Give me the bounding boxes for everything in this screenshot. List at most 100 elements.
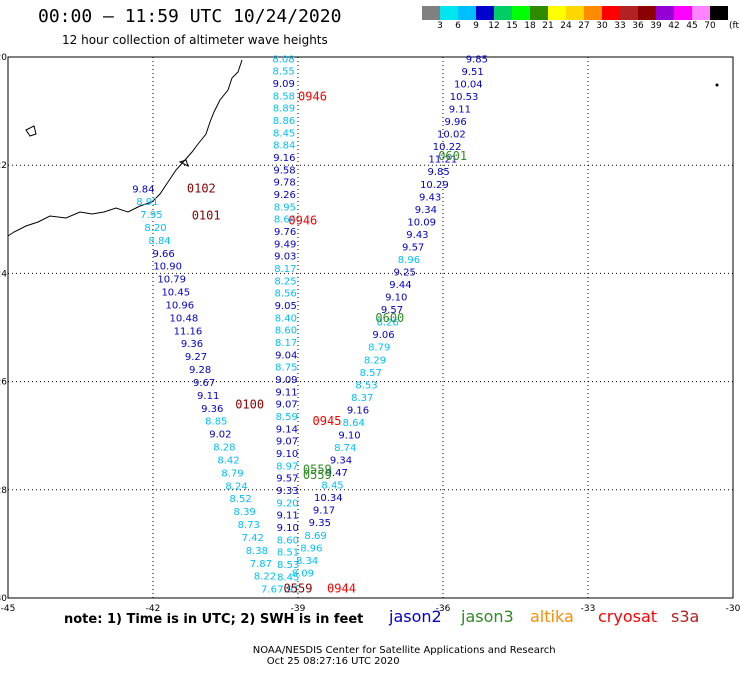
swh-value-label: 9.34 bbox=[330, 456, 352, 467]
swh-value-label: 9.10 bbox=[385, 293, 407, 304]
swh-value-label: 7.91 bbox=[277, 585, 299, 596]
color-scale-tick-label: 33 bbox=[614, 21, 626, 31]
swh-value-label: 8.97 bbox=[276, 461, 298, 472]
swh-value-label: 9.57 bbox=[381, 305, 403, 316]
swh-value-label: 9.43 bbox=[419, 192, 441, 203]
swh-value-label: 8.28 bbox=[213, 443, 235, 454]
swh-value-label: 9.05 bbox=[275, 301, 297, 312]
plot-frame bbox=[7, 56, 734, 599]
altimeter-chart-page: 00:00 – 11:59 UTC 10/24/2020 12 hour col… bbox=[0, 6, 740, 667]
pass-time-label: 0559 bbox=[303, 463, 332, 477]
swh-value-label: 9.58 bbox=[273, 165, 295, 176]
swh-value-label: 9.16 bbox=[273, 153, 295, 164]
pass-time-label: 0102 bbox=[187, 181, 216, 195]
swh-value-label: 9.09 bbox=[275, 375, 297, 386]
swh-value-label: 9.57 bbox=[276, 474, 298, 485]
swh-value-label: 8.08 bbox=[272, 54, 294, 65]
swh-value-label: 9.85 bbox=[428, 167, 450, 178]
color-scale-cell bbox=[638, 6, 656, 20]
swh-value-label: 8.52 bbox=[229, 494, 251, 505]
swh-value-label: 9.78 bbox=[273, 178, 295, 189]
color-scale-tick-label: 36 bbox=[632, 21, 644, 31]
swh-value-label: 11.21 bbox=[429, 155, 458, 166]
swh-value-label: 10.96 bbox=[165, 300, 194, 311]
swh-value-label: 9.11 bbox=[449, 105, 471, 116]
swh-value-label: 8.25 bbox=[274, 276, 296, 287]
swh-value-label: 8.17 bbox=[275, 338, 297, 349]
island-outline bbox=[25, 125, 37, 137]
island-dot bbox=[715, 83, 719, 87]
swh-value-label: 8.60 bbox=[275, 326, 297, 337]
swh-value-label: 7.42 bbox=[242, 533, 264, 544]
color-scale-tick-label: 70 bbox=[704, 21, 716, 31]
color-scale-cell bbox=[548, 6, 566, 20]
swh-value-label: 9.36 bbox=[181, 339, 203, 350]
swh-value-label: 10.22 bbox=[433, 142, 462, 153]
footer-credit: NOAA/NESDIS Center for Satellite Applica… bbox=[240, 634, 556, 678]
swh-value-label: 8.45 bbox=[277, 572, 299, 583]
swh-value-label: 8.85 bbox=[205, 417, 227, 428]
swh-value-label: 8.73 bbox=[238, 520, 260, 531]
chart-subtitle: 12 hour collection of altimeter wave hei… bbox=[62, 33, 328, 47]
swh-value-label: 9.66 bbox=[152, 249, 174, 260]
swh-value-label: 8.79 bbox=[368, 343, 390, 354]
x-tick-label: -30 bbox=[726, 604, 740, 614]
swh-value-label: 9.14 bbox=[276, 424, 298, 435]
satellite-legend-jason2: jason2 bbox=[389, 607, 442, 626]
color-scale-cell bbox=[422, 6, 440, 20]
swh-value-label: 8.40 bbox=[275, 313, 297, 324]
swh-value-label: 9.20 bbox=[276, 498, 298, 509]
swh-value-label: 8.84 bbox=[148, 236, 170, 247]
wave-height-map: -45 -42 -39 -36 -33 -30 -20 -22 -24 -26 -28 -30 8.08… bbox=[0, 53, 740, 614]
swh-value-label: 9.43 bbox=[406, 230, 428, 241]
color-scale-cell bbox=[602, 6, 620, 20]
pass-time-label: 0100 bbox=[235, 398, 264, 412]
swh-value-label: 9.26 bbox=[274, 190, 296, 201]
swh-value-label: 8.34 bbox=[296, 556, 318, 567]
island-outline bbox=[178, 159, 189, 167]
color-scale-cell bbox=[656, 6, 674, 20]
swh-value-label: 7.87 bbox=[250, 559, 272, 570]
color-scale-tick-label: 24 bbox=[560, 21, 572, 31]
swh-value-label: 9.28 bbox=[189, 365, 211, 376]
swh-value-label: 9.11 bbox=[275, 387, 297, 398]
swh-value-label: 9.57 bbox=[402, 242, 424, 253]
swh-value-label: 11.16 bbox=[174, 326, 203, 337]
color-scale-tick-label: 15 bbox=[506, 21, 518, 31]
swh-value-label: 8.57 bbox=[360, 368, 382, 379]
pass-time-label: 0946 bbox=[298, 89, 327, 103]
swh-value-label: 10.90 bbox=[153, 262, 182, 273]
swh-value-label: 9.17 bbox=[313, 506, 335, 517]
color-scale-cell bbox=[458, 6, 476, 20]
color-scale-cell bbox=[494, 6, 512, 20]
swh-value-label: 8.84 bbox=[273, 141, 295, 152]
color-scale-cell bbox=[440, 6, 458, 20]
color-scale-tick-label: 30 bbox=[596, 21, 608, 31]
swh-value-label: 8.96 bbox=[300, 543, 322, 554]
swh-value-label: 8.26 bbox=[377, 318, 399, 329]
swh-value-label: 9.10 bbox=[277, 523, 299, 534]
color-scale-bar bbox=[422, 6, 728, 20]
y-tick-label: -20 bbox=[0, 53, 7, 63]
color-scale-cell bbox=[710, 6, 728, 20]
swh-value-label: 9.27 bbox=[185, 352, 207, 363]
swh-value-label: 8.91 bbox=[136, 197, 158, 208]
swh-value-label: 9.04 bbox=[275, 350, 297, 361]
color-scale-cell bbox=[620, 6, 638, 20]
x-tick-label: -39 bbox=[291, 604, 306, 614]
swh-value-label: 8.37 bbox=[351, 393, 373, 404]
swh-value-label: 9.11 bbox=[197, 391, 219, 402]
swh-value-label: 8.95 bbox=[274, 202, 296, 213]
swh-value-label: 8.22 bbox=[254, 572, 276, 583]
y-tick-label: -30 bbox=[0, 594, 7, 604]
color-scale-tick-label: 3 bbox=[437, 21, 443, 31]
swh-value-label: 8.39 bbox=[234, 507, 256, 518]
swh-value-label: 9.07 bbox=[276, 400, 298, 411]
satellite-legend-jason3: jason3 bbox=[461, 607, 514, 626]
swh-value-label: 8.89 bbox=[273, 104, 295, 115]
swh-value-label: 7.95 bbox=[140, 210, 162, 221]
swh-value-label: 8.42 bbox=[217, 455, 239, 466]
swh-value-label: 8.64 bbox=[343, 418, 365, 429]
credit-timestamp: Oct 25 08:27:16 UTC 2020 bbox=[266, 656, 400, 667]
y-tick-label: -26 bbox=[0, 378, 7, 388]
